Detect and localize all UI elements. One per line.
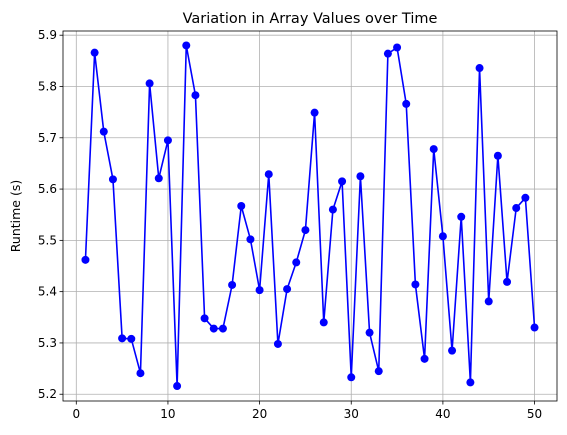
data-point bbox=[457, 212, 466, 221]
data-point bbox=[118, 334, 127, 343]
data-point bbox=[484, 297, 493, 306]
data-point bbox=[466, 378, 475, 387]
data-point bbox=[420, 354, 429, 363]
y-tick-label: 5.5 bbox=[38, 233, 57, 247]
data-point bbox=[255, 286, 264, 295]
data-point bbox=[136, 369, 145, 378]
data-point bbox=[393, 43, 402, 52]
chart-title: Variation in Array Values over Time bbox=[183, 11, 438, 27]
data-point bbox=[374, 367, 383, 376]
x-axis-ticks: 0 10 20 30 40 50 bbox=[72, 401, 542, 421]
plot-frame bbox=[62, 30, 558, 402]
data-point bbox=[273, 339, 282, 348]
data-point bbox=[383, 49, 392, 58]
x-tick-label: 20 bbox=[252, 407, 267, 421]
data-point bbox=[301, 226, 310, 235]
data-point bbox=[521, 193, 530, 202]
y-axis-label: Runtime (s) bbox=[8, 180, 23, 252]
data-point bbox=[81, 255, 90, 264]
data-point bbox=[475, 64, 484, 73]
y-tick-label: 5.7 bbox=[38, 131, 57, 145]
x-tick-label: 0 bbox=[72, 407, 80, 421]
data-point bbox=[228, 280, 237, 289]
y-tick-label: 5.2 bbox=[38, 387, 57, 401]
data-point bbox=[200, 314, 209, 323]
x-tick-label: 50 bbox=[527, 407, 542, 421]
data-point bbox=[218, 324, 227, 333]
data-point bbox=[411, 280, 420, 289]
data-point bbox=[319, 318, 328, 327]
data-point bbox=[503, 277, 512, 286]
data-point bbox=[127, 334, 136, 343]
data-point bbox=[246, 235, 255, 244]
data-point bbox=[173, 382, 182, 391]
data-point bbox=[356, 172, 365, 181]
y-tick-label: 5.8 bbox=[38, 79, 57, 93]
data-point bbox=[99, 127, 108, 136]
data-point bbox=[191, 91, 200, 100]
data-point bbox=[163, 136, 172, 145]
x-tick-label: 30 bbox=[344, 407, 359, 421]
y-axis-ticks: 5.2 5.3 5.4 5.5 5.6 5.7 5.8 5.9 bbox=[38, 28, 63, 401]
y-tick-label: 5.9 bbox=[38, 28, 57, 42]
data-point bbox=[328, 205, 337, 214]
data-point bbox=[264, 170, 273, 179]
series-line bbox=[84, 44, 536, 387]
data-point bbox=[347, 373, 356, 382]
y-tick-label: 5.4 bbox=[38, 285, 57, 299]
data-point bbox=[512, 204, 521, 213]
data-point bbox=[90, 48, 99, 57]
data-point bbox=[209, 324, 218, 333]
data-point bbox=[108, 175, 117, 184]
data-point bbox=[530, 323, 539, 332]
x-tick-label: 10 bbox=[160, 407, 175, 421]
data-point bbox=[365, 328, 374, 337]
data-point bbox=[145, 79, 154, 88]
data-point bbox=[438, 232, 447, 241]
y-tick-label: 5.6 bbox=[38, 182, 57, 196]
y-tick-label: 5.3 bbox=[38, 336, 57, 350]
data-point bbox=[154, 174, 163, 183]
data-point bbox=[237, 201, 246, 210]
series-layer bbox=[81, 41, 539, 391]
data-point bbox=[182, 41, 191, 50]
data-point bbox=[448, 346, 457, 355]
data-point bbox=[292, 258, 301, 267]
grid-lines bbox=[63, 31, 557, 401]
data-point bbox=[429, 145, 438, 154]
data-point bbox=[402, 99, 411, 108]
data-point bbox=[493, 151, 502, 160]
x-tick-label: 40 bbox=[435, 407, 450, 421]
data-point bbox=[310, 108, 319, 117]
data-point bbox=[283, 285, 292, 294]
data-point bbox=[338, 177, 347, 186]
